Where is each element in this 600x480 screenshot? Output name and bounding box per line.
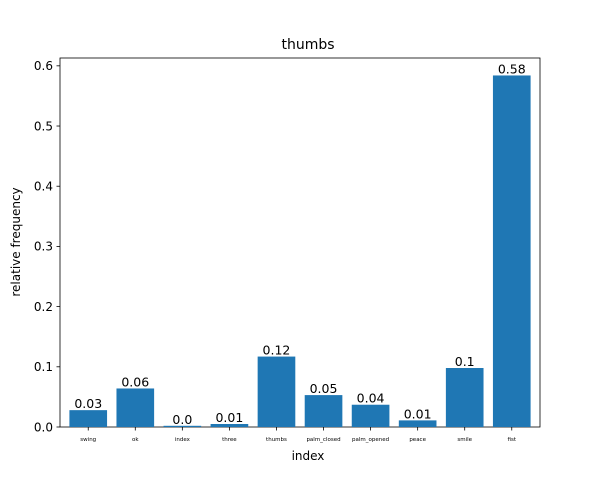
bar-ok xyxy=(116,388,155,427)
data-label-smile: 0.1 xyxy=(455,354,475,369)
data-label-fist: 0.58 xyxy=(498,61,526,76)
bar-palm_closed xyxy=(304,395,343,427)
y-ticks: 0.0 0.1 0.2 0.3 0.4 0.5 0.6 xyxy=(34,59,60,434)
y-tick-label: 0.4 xyxy=(34,180,53,194)
chart-title: thumbs xyxy=(281,37,334,53)
y-tick-label: 0.2 xyxy=(34,300,53,314)
x-tick-label-peace: peace xyxy=(409,437,426,443)
data-label-peace: 0.01 xyxy=(404,406,432,421)
bar-three xyxy=(210,423,249,427)
y-tick-label: 0.6 xyxy=(34,59,53,73)
data-label-ok: 0.06 xyxy=(121,374,149,389)
x-tick-label-index: index xyxy=(175,437,191,443)
x-tick-label-fist: fist xyxy=(508,437,517,443)
bar-fist xyxy=(492,75,531,428)
y-axis-label: relative frequency xyxy=(9,187,23,296)
x-tick-labels: swing ok index three thumbs palm_closed palm_o… xyxy=(80,427,517,443)
y-tick-label: 0.1 xyxy=(34,360,53,374)
data-labels: 0.03 0.06 0.0 0.01 0.12 0.05 0.04 0.01 0.1 0.58 xyxy=(74,61,525,426)
y-tick-label: 0.3 xyxy=(34,240,53,254)
x-tick-label-swing: swing xyxy=(80,437,96,443)
y-tick-label: 0.5 xyxy=(34,119,53,133)
data-label-palm_closed: 0.05 xyxy=(310,381,338,396)
axes xyxy=(59,57,541,428)
x-tick-label-palm_opened: palm_opened xyxy=(352,437,389,443)
data-label-three: 0.01 xyxy=(215,410,243,425)
x-tick-label-three: three xyxy=(222,437,237,443)
data-label-index: 0.0 xyxy=(172,412,192,427)
plot-frame xyxy=(59,57,541,428)
bars xyxy=(69,75,531,428)
bar-smile xyxy=(445,368,484,427)
data-label-palm_opened: 0.04 xyxy=(357,391,385,406)
data-label-thumbs: 0.12 xyxy=(263,343,291,358)
data-label-swing: 0.03 xyxy=(74,396,102,411)
bar-swing xyxy=(69,410,108,427)
x-tick-label-ok: ok xyxy=(132,437,139,443)
bar-palm_opened xyxy=(351,404,390,427)
bar-index xyxy=(163,425,202,427)
bar-thumbs xyxy=(257,356,296,427)
bar-peace xyxy=(398,420,437,427)
x-tick-label-thumbs: thumbs xyxy=(266,437,287,443)
x-tick-label-smile: smile xyxy=(457,437,472,443)
y-tick-label: 0.0 xyxy=(34,420,53,434)
x-axis-label: index xyxy=(292,449,325,463)
x-tick-label-palm_closed: palm_closed xyxy=(306,437,340,443)
